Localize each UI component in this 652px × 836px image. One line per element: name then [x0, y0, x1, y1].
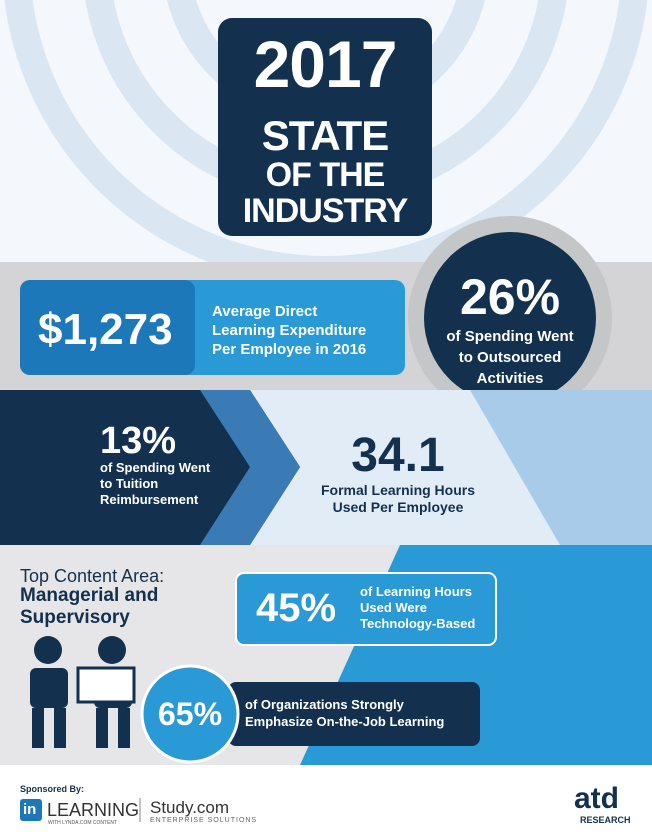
stat-label: of Learning Hours Used Were Technology-Bas… — [360, 584, 475, 632]
text-line: of Learning Hours — [360, 584, 472, 599]
stat-value: 65% — [157, 696, 223, 732]
stat-value: $1,273 — [38, 305, 173, 354]
year: 2017 — [253, 27, 398, 101]
text-line: Technology-Based — [360, 616, 476, 631]
text-line: Used Were — [360, 600, 427, 615]
text-line: Learning Expenditure — [212, 322, 367, 339]
text-line: Managerial and — [20, 585, 159, 606]
title-line: INDUSTRY — [242, 192, 409, 230]
atd-logo: atd — [574, 782, 619, 815]
atd-sub: RESEARCH — [580, 815, 631, 825]
text-line: to Tuition — [100, 476, 159, 491]
text-line: Activities — [476, 370, 544, 387]
title-line: OF THE — [265, 156, 386, 194]
text-line: Reimbursement — [100, 492, 199, 507]
stat-label: of Spending Went to Tuition Reimbursement — [100, 460, 210, 508]
stat-value: 26% — [459, 269, 561, 325]
stat-value: 45% — [256, 586, 337, 630]
content-area: Managerial and Supervisory — [20, 585, 158, 629]
stat-label: of Organizations Strongly Emphasize On-th… — [245, 696, 444, 730]
text-line: Supervisory — [20, 607, 130, 628]
study-logo: Study.com — [150, 798, 230, 817]
stat-label: Average Direct Learning Expenditure Per Em… — [212, 302, 366, 359]
learning-logo: LEARNING — [47, 800, 140, 820]
text-line: Used Per Employee — [332, 499, 464, 515]
text-line: Emphasize On-the-Job Learning — [245, 714, 445, 729]
study-sub: ENTERPRISE SOLUTIONS — [150, 817, 258, 824]
title-line: STATE — [261, 112, 389, 159]
text-line: of Spending Went — [100, 460, 211, 475]
stat-label: of Spending Went to Outsourced Activities — [424, 326, 596, 389]
stat-value: 13% — [100, 420, 177, 462]
content-intro: Top Content Area: — [20, 566, 165, 586]
stat-value: 34.1 — [351, 429, 445, 482]
learning-sub: WITH LYNDA.COM CONTENT — [48, 820, 118, 826]
sponsored-label: Sponsored By: — [20, 784, 85, 794]
text-line: to Outsourced — [458, 349, 562, 366]
text-line: Per Employee in 2016 — [212, 341, 367, 358]
text-line: of Organizations Strongly — [245, 697, 404, 712]
text-line: Formal Learning Hours — [320, 482, 476, 498]
linkedin-logo: in — [23, 801, 37, 818]
stat-label: Formal Learning Hours Used Per Employee — [300, 482, 496, 516]
text-line: Average Direct — [212, 303, 318, 320]
text-line: of Spending Went — [446, 328, 574, 345]
